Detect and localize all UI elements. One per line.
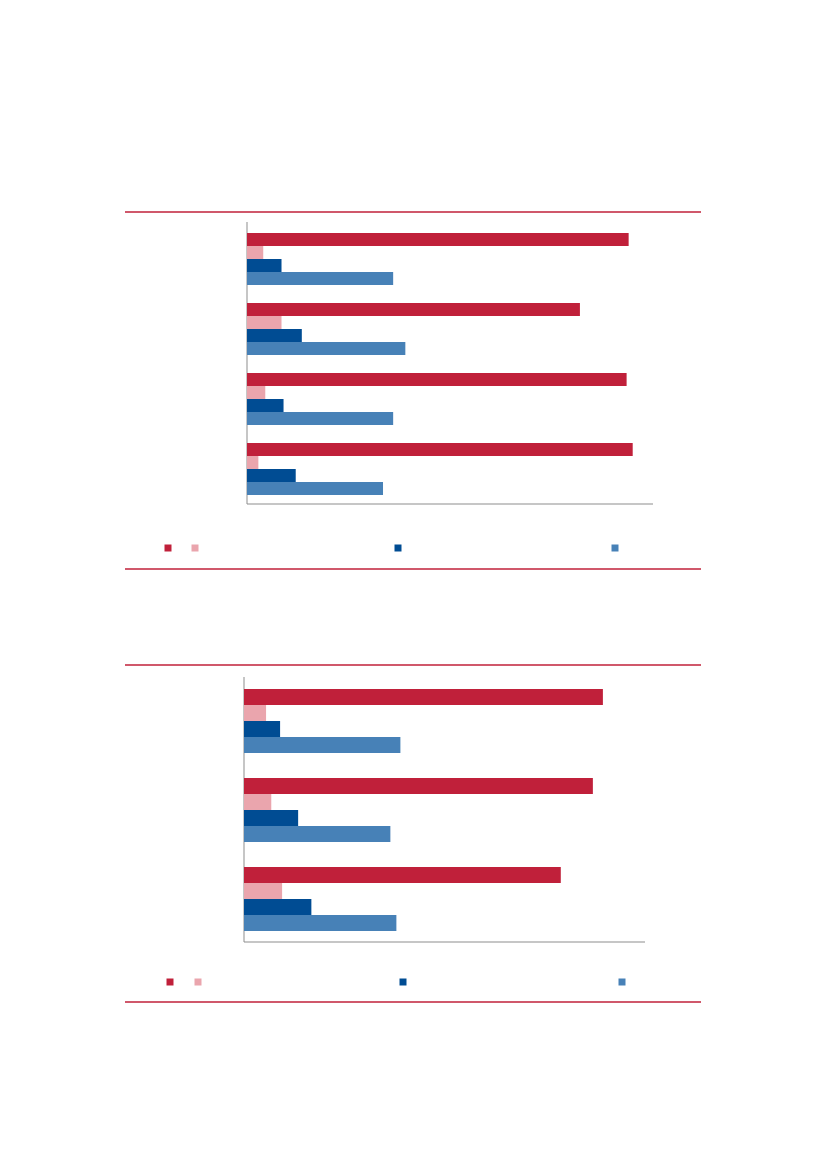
chart-2-legend (166, 978, 626, 986)
chart-2-bar-group-3-series-4 (244, 915, 397, 931)
chart-1-bar-group-1-series-1 (247, 233, 629, 246)
chart-1-bar-group-3-series-1 (247, 373, 627, 386)
chart-1-legend-swatch-1 (164, 544, 172, 552)
chart-2-bar-group-3-series-2 (244, 883, 283, 899)
chart-1-bar-group-2-series-3 (247, 329, 302, 342)
chart-1-bar-group-3-series-2 (247, 386, 266, 399)
chart-1-bar-group-2-series-1 (247, 303, 580, 316)
chart-1-legend-swatch-2 (191, 544, 199, 552)
chart-1-bar-group-4-series-4 (247, 482, 384, 495)
chart-1-bars (247, 233, 633, 495)
chart-1-bar-group-3-series-3 (247, 399, 284, 412)
chart-1 (125, 211, 701, 570)
chart-2-bar-group-2-series-3 (244, 810, 299, 826)
chart-1-bar-group-1-series-4 (247, 272, 394, 285)
chart-1-bar-group-4-series-3 (247, 469, 296, 482)
chart-2-bar-group-2-series-1 (244, 778, 593, 794)
chart-2 (125, 664, 701, 1003)
chart-2-bar-group-2-series-2 (244, 794, 272, 810)
chart-1-bar-group-1-series-3 (247, 259, 282, 272)
chart-1-legend (164, 544, 619, 552)
chart-2-bar-group-1-series-4 (244, 737, 401, 753)
chart-2-bar-group-3-series-1 (244, 867, 561, 883)
chart-2-legend-swatch-3 (399, 978, 407, 986)
chart-2-bar-group-1-series-3 (244, 721, 281, 737)
chart-2-bar-group-1-series-2 (244, 705, 267, 721)
chart-2-bars (244, 689, 603, 931)
chart-2-legend-swatch-4 (618, 978, 626, 986)
chart-1-bar-group-2-series-2 (247, 316, 282, 329)
chart-1-bar-group-1-series-2 (247, 246, 264, 259)
chart-1-bar-group-4-series-2 (247, 456, 259, 469)
chart-2-legend-swatch-2 (194, 978, 202, 986)
chart-2-bar-group-3-series-3 (244, 899, 312, 915)
chart-2-legend-swatch-1 (166, 978, 174, 986)
chart-1-bar-group-4-series-1 (247, 443, 633, 456)
chart-1-legend-swatch-4 (611, 544, 619, 552)
chart-2-bar-group-1-series-1 (244, 689, 603, 705)
chart-1-legend-swatch-3 (394, 544, 402, 552)
chart-2-bar-group-2-series-4 (244, 826, 391, 842)
chart-1-bar-group-2-series-4 (247, 342, 406, 355)
chart-1-bar-group-3-series-4 (247, 412, 394, 425)
